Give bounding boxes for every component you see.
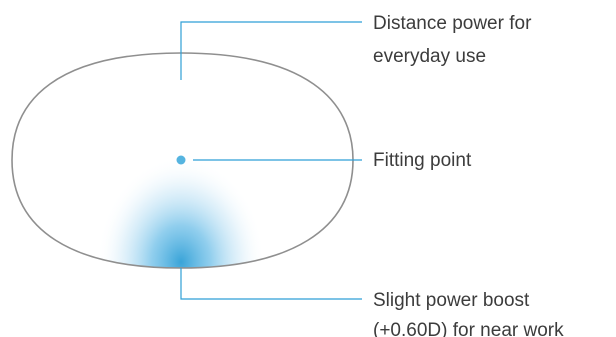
near-callout-line (180, 268, 362, 300)
distance-label-line2: everyday use (373, 46, 486, 67)
near-label-line1: Slight power boost (373, 290, 530, 311)
near-label-line2: (+0.60D) for near work (373, 320, 564, 337)
fitting-point-dot (176, 155, 186, 165)
distance-label-line1: Distance power for (373, 13, 532, 34)
distance-callout-line (180, 21, 362, 80)
near-power-zone (12, 150, 353, 268)
fitting-point-label: Fitting point (373, 150, 472, 171)
